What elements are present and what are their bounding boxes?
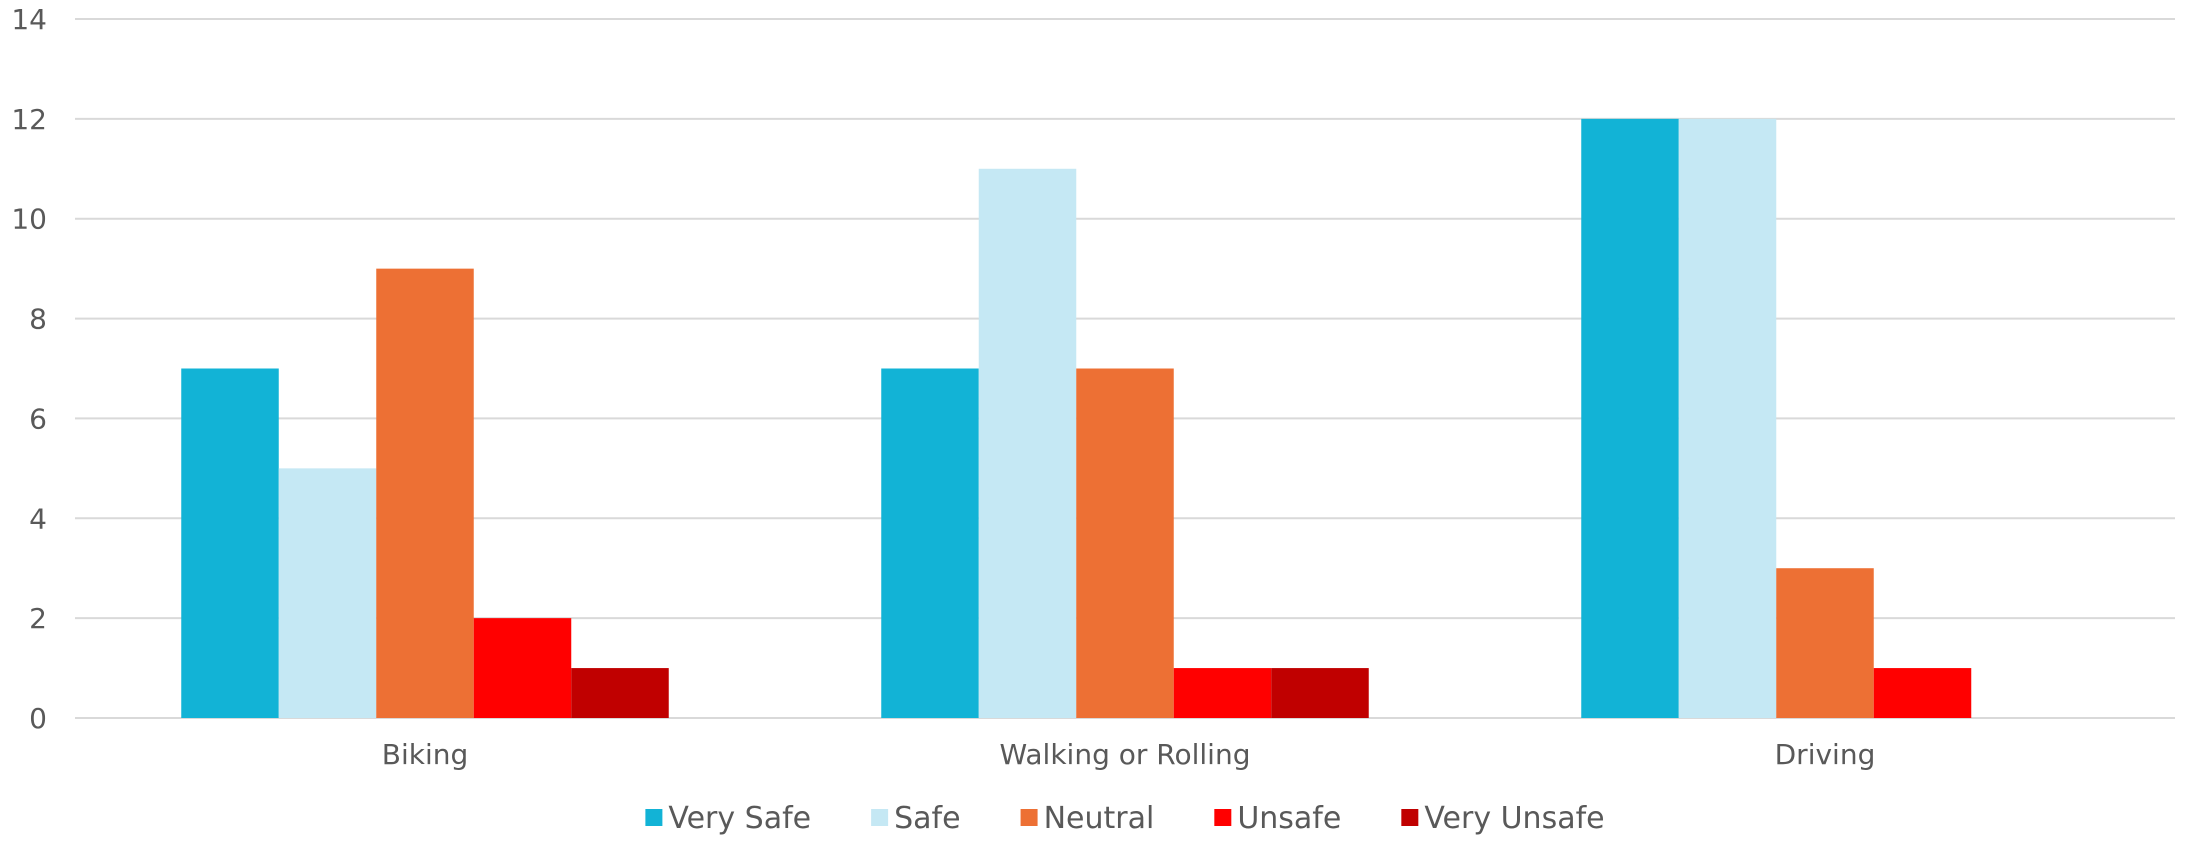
bar-biking-very-safe bbox=[181, 368, 279, 718]
legend-label: Unsafe bbox=[1237, 801, 1341, 836]
y-tick-label-10: 10 bbox=[11, 203, 47, 236]
legend-label: Safe bbox=[894, 801, 960, 836]
x-category-label: Driving bbox=[1775, 738, 1876, 771]
legend-swatch bbox=[871, 809, 889, 826]
y-tick-label-4: 4 bbox=[29, 502, 47, 535]
bar-biking-safe bbox=[278, 468, 377, 718]
legend-swatch bbox=[1214, 809, 1232, 826]
legend-swatch bbox=[645, 809, 663, 826]
bar-biking-neutral bbox=[376, 268, 474, 718]
y-axis-tick-labels: 0 2 4 6 8 10 12 14 bbox=[11, 3, 47, 735]
bar-walking-or-rolling-very-unsafe bbox=[1271, 668, 1369, 718]
y-tick-label-12: 12 bbox=[11, 103, 47, 136]
bar-biking-very-unsafe bbox=[571, 668, 669, 718]
bar-driving-safe bbox=[1678, 118, 1777, 719]
legend-label: Very Unsafe bbox=[1424, 801, 1604, 836]
y-tick-label-8: 8 bbox=[29, 303, 47, 336]
legend-swatch bbox=[1401, 809, 1419, 826]
y-tick-label-2: 2 bbox=[29, 602, 47, 635]
bar-driving-very-safe bbox=[1581, 118, 1679, 719]
bar-walking-or-rolling-safe bbox=[978, 168, 1077, 719]
bars bbox=[181, 118, 1972, 719]
legend-swatch bbox=[1020, 809, 1038, 826]
y-tick-label-0: 0 bbox=[29, 702, 47, 735]
x-category-label: Walking or Rolling bbox=[1000, 738, 1251, 771]
x-axis-category-labels: Biking Walking or Rolling Driving bbox=[382, 738, 1876, 771]
y-tick-label-14: 14 bbox=[11, 3, 47, 36]
bar-walking-or-rolling-very-safe bbox=[881, 368, 979, 718]
bar-walking-or-rolling-neutral bbox=[1076, 368, 1174, 718]
legend-label: Very Safe bbox=[668, 801, 811, 836]
bar-biking-unsafe bbox=[473, 618, 572, 718]
bar-driving-unsafe bbox=[1873, 668, 1972, 718]
legend: Very Safe Safe Neutral Unsafe Very Unsafe bbox=[645, 801, 1605, 836]
bar-driving-neutral bbox=[1776, 568, 1874, 718]
bar-walking-or-rolling-unsafe bbox=[1173, 668, 1272, 718]
x-category-label: Biking bbox=[382, 738, 469, 771]
legend-label: Neutral bbox=[1044, 801, 1155, 836]
y-tick-label-6: 6 bbox=[29, 402, 47, 435]
